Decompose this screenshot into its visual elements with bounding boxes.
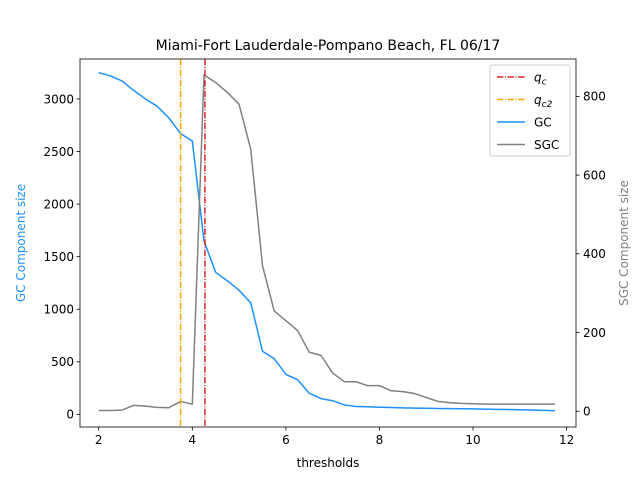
y-axis-left-label: GC Component size — [14, 184, 28, 302]
y-left-tick-label: 3000 — [43, 92, 74, 106]
series-sgc-line — [98, 73, 555, 412]
series-layer — [98, 59, 555, 427]
y-left-tick-label: 0 — [66, 408, 74, 422]
x-axis-label: thresholds — [297, 456, 360, 470]
y-right-tick-label: 200 — [583, 326, 606, 340]
series-gc-line — [98, 71, 555, 412]
legend-label-subscript: c2 — [542, 100, 553, 110]
y-left-tick-label: 2500 — [43, 145, 74, 159]
axes-layer: 2 4 6 8 10 12 0 500 1000 1500 2000 2500 3000 0 200 400 6… — [43, 58, 606, 447]
y-right-tick-label: 800 — [583, 90, 606, 104]
legend-label: GC — [534, 115, 552, 129]
y-right-tick-label: 0 — [583, 405, 591, 419]
x-tick-label: 10 — [465, 433, 480, 447]
x-tick-label: 6 — [282, 433, 290, 447]
legend-box — [489, 64, 571, 157]
y-left-tick-label: 1000 — [43, 303, 74, 317]
chart-title: Miami-Fort Lauderdale-Pompano Beach, FL … — [156, 38, 501, 54]
x-tick-label: 4 — [188, 433, 196, 447]
plot-frame — [79, 58, 577, 428]
y-right-tick-label: 400 — [583, 247, 606, 261]
y-right-tick-label: 600 — [583, 168, 606, 182]
x-tick-label: 12 — [559, 433, 574, 447]
y-left-tick-label: 500 — [51, 355, 74, 369]
x-tick-label: 2 — [95, 433, 103, 447]
x-tick-label: 8 — [376, 433, 384, 447]
y-axis-right-label: SGC Component size — [617, 180, 631, 306]
y-left-tick-label: 1500 — [43, 250, 74, 264]
legend-label: SGC — [534, 138, 559, 152]
y-left-tick-label: 2000 — [43, 197, 74, 211]
legend-label-subscript: c — [542, 77, 547, 87]
